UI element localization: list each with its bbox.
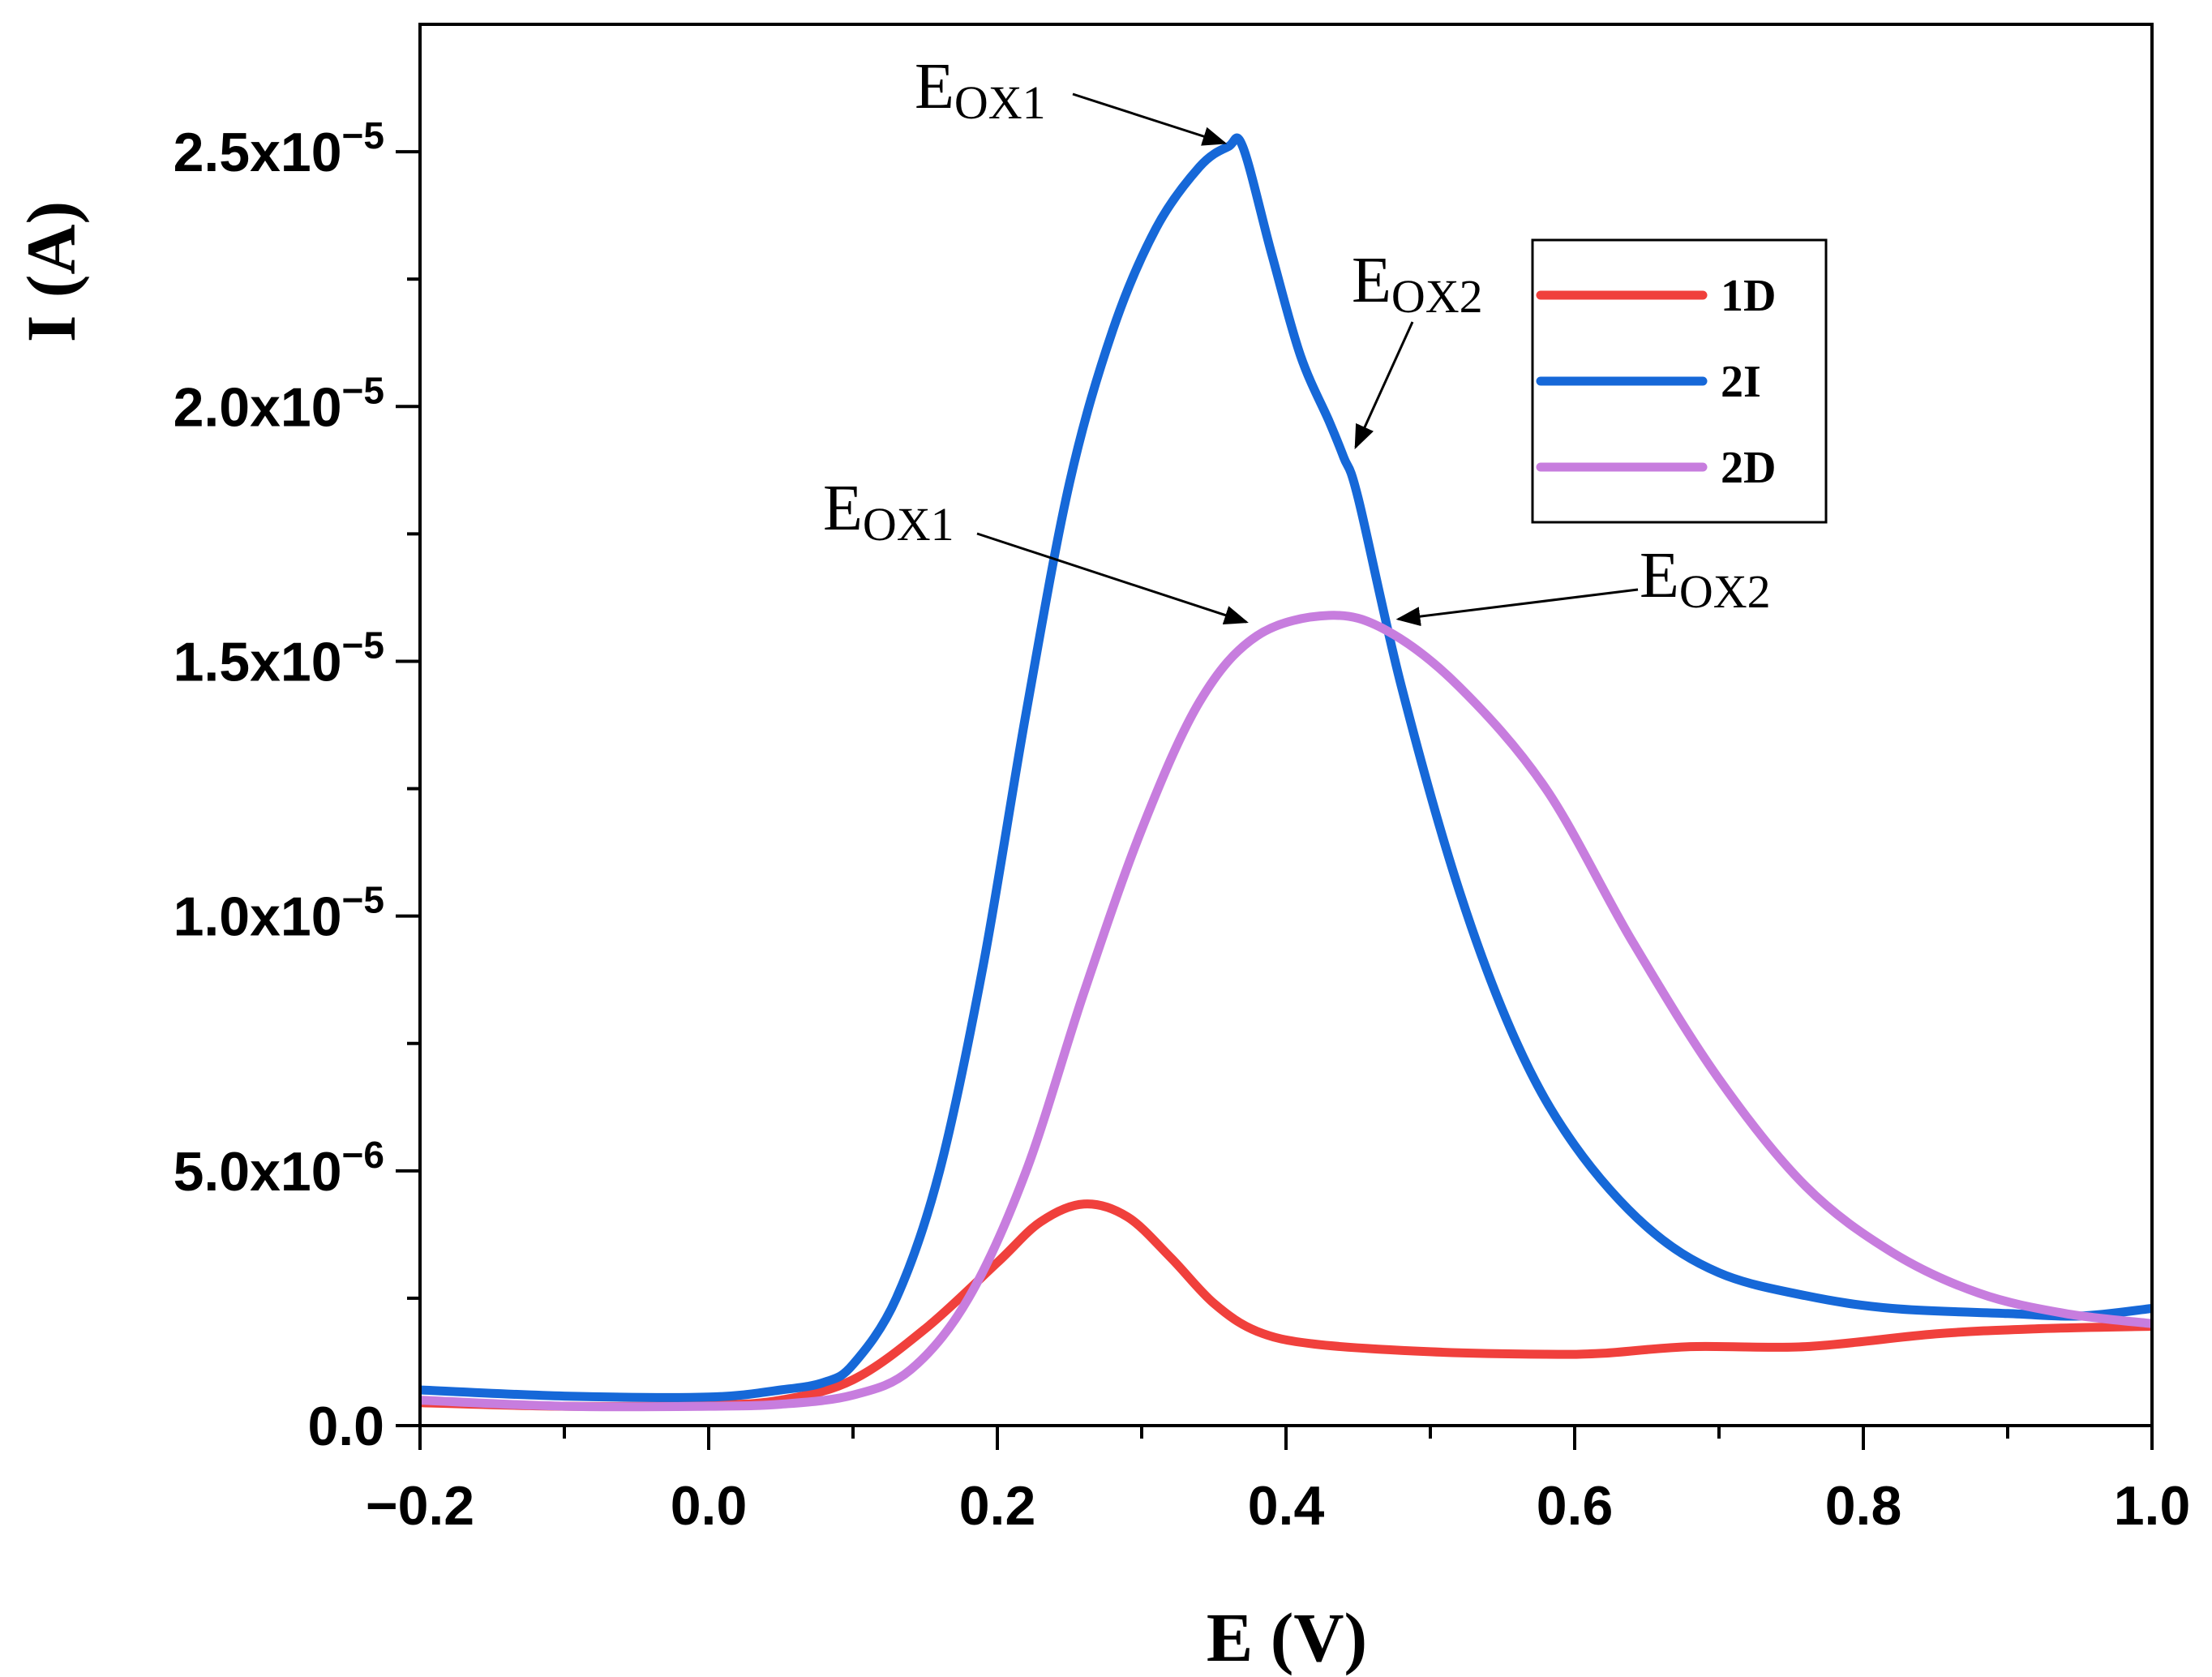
legend: 1D 2I 2D [1531, 238, 1828, 524]
annotation-arrow [1354, 321, 1414, 450]
legend-label-2D: 2D [1721, 443, 1776, 493]
annotation-label: EOX1 [915, 51, 1046, 129]
annotation-arrow [1072, 92, 1228, 146]
x-tick-label: 0.0 [671, 1475, 748, 1537]
series-line-2I [420, 133, 2154, 1402]
annotation-label: EOX2 [1640, 540, 1771, 618]
y-tick-label: 1.5x10−5 [174, 624, 384, 693]
y-tick-label: 2.0x10−5 [174, 370, 384, 439]
legend-label-1D: 1D [1721, 271, 1776, 321]
y-axis-title: I (A) [12, 201, 90, 342]
x-tick-label: 0.4 [1248, 1475, 1325, 1537]
legend-label-2I: 2I [1721, 357, 1761, 407]
x-tick-label: −0.2 [366, 1475, 474, 1537]
series-layer [420, 133, 2154, 1412]
y-tick-label: 1.0x10−5 [174, 879, 384, 948]
series-line-2D [420, 611, 2154, 1412]
annotation-arrow [976, 532, 1249, 625]
x-tick-label: 0.8 [1825, 1475, 1902, 1537]
y-tick-label: 5.0x10−6 [174, 1134, 384, 1203]
annotation-arrow [1395, 588, 1639, 627]
annotation-label: EOX1 [823, 473, 954, 551]
x-axis-title: E (V) [1207, 1598, 1367, 1676]
y-tick-label: 2.5x10−5 [174, 114, 384, 183]
y-tick-label: 0.0 [307, 1396, 384, 1457]
x-tick-label: 0.6 [1537, 1475, 1614, 1537]
annotation-label: EOX2 [1352, 245, 1483, 323]
annotations: EOX1 EOX2 EOX1 EOX2 [823, 51, 1771, 627]
plot-frame [418, 23, 2154, 1427]
x-tick-label: 1.0 [2114, 1475, 2191, 1537]
axes-layer: −0.2 0.0 0.2 0.4 0.6 0.8 1.0 0.0 5.0x10−6 1.0x10−… [174, 23, 2191, 1537]
x-tick-label: 0.2 [959, 1475, 1036, 1537]
